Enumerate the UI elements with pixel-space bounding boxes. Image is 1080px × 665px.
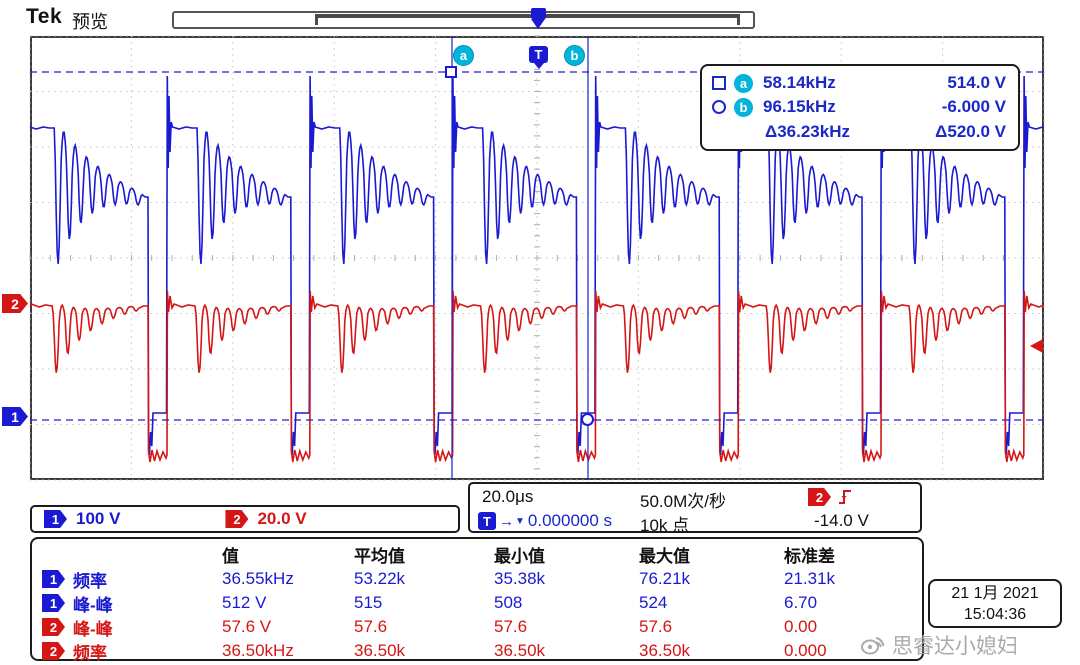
watermark: 思睿达小媳妇 bbox=[860, 630, 1018, 660]
cursor-b-handle[interactable]: b bbox=[564, 45, 585, 66]
cursor-b-circle-marker[interactable] bbox=[581, 413, 594, 426]
meas-cell: 57.6 V bbox=[222, 617, 272, 636]
meas-cell: 36.50k bbox=[494, 641, 546, 660]
ch1-badge: 1 bbox=[42, 594, 65, 612]
trigger-flag[interactable]: T bbox=[529, 46, 548, 63]
meas-cell: 524 bbox=[639, 593, 668, 612]
circle-cursor-icon bbox=[712, 100, 726, 115]
meas-cell: 512 V bbox=[222, 593, 267, 612]
ch1-badge: 1 bbox=[42, 570, 65, 588]
meas-row-name: 2 峰-峰 bbox=[42, 615, 222, 640]
trigger-position-value: 0.000000 s bbox=[527, 511, 613, 530]
meas-cell: 57.6 bbox=[354, 617, 388, 636]
date-label: 21 1月 2021 bbox=[951, 584, 1039, 602]
meas-cell: 0.000 bbox=[784, 641, 827, 660]
cursor-a-badge: a bbox=[734, 73, 753, 93]
cursor-b-badge: b bbox=[734, 97, 753, 117]
meas-cell: 36.55kHz bbox=[222, 569, 294, 588]
record-length-label: 10k 点 bbox=[640, 516, 690, 535]
cursor-a-square-marker[interactable] bbox=[445, 66, 457, 78]
channel-scale-box: 1 100 V 2 20.0 V bbox=[30, 505, 460, 533]
ch1-scale-label: 100 V bbox=[76, 509, 121, 528]
meas-cell: 36.50k bbox=[639, 641, 691, 660]
meas-row-name: 1 峰-峰 bbox=[42, 591, 222, 616]
meas-cell: 508 bbox=[494, 593, 523, 612]
meas-cell: 21.31k bbox=[784, 569, 836, 588]
horizontal-trigger-box: 20.0μs 50.0M次/秒 2 T → ▼ 0.000000 s 10k 点… bbox=[468, 482, 922, 535]
record-window-segment bbox=[316, 14, 740, 18]
trigger-position-marker[interactable] bbox=[531, 8, 546, 19]
meas-header-mean: 平均值 bbox=[354, 546, 405, 566]
cursor-a-handle[interactable]: a bbox=[453, 45, 474, 66]
ch1-reference-marker[interactable]: 1 bbox=[2, 407, 28, 426]
cursor-delta-freq: Δ36.23kHz bbox=[765, 121, 850, 141]
ch2-reference-marker[interactable]: 2 bbox=[2, 294, 28, 313]
cursor-a-volt: 514.0 V bbox=[947, 73, 1006, 93]
cursor-readout-box: a 58.14kHz 514.0 V b 96.15kHz -6.000 V Δ… bbox=[700, 64, 1020, 151]
meas-row-name: 2 频率 bbox=[42, 639, 222, 664]
meas-cell: 57.6 bbox=[639, 617, 673, 636]
ch2-badge: 2 bbox=[42, 618, 65, 636]
square-cursor-icon bbox=[712, 76, 726, 91]
meas-header-min: 最小值 bbox=[494, 546, 545, 566]
meas-cell: 6.70 bbox=[784, 593, 818, 612]
record-window-right-bracket bbox=[737, 14, 740, 25]
cursor-b-readout: b 96.15kHz -6.000 V bbox=[712, 95, 1006, 119]
watermark-text: 思睿达小媳妇 bbox=[892, 635, 1018, 658]
trigger-arrow-icon: → bbox=[499, 512, 514, 530]
meas-cell: 76.21k bbox=[639, 569, 691, 588]
ch2-badge[interactable]: 2 bbox=[225, 510, 249, 528]
datetime-box: 21 1月 2021 15:04:36 bbox=[928, 579, 1062, 628]
cursor-delta-readout: Δ36.23kHz Δ520.0 V bbox=[712, 120, 1006, 144]
sample-rate-label: 50.0M次/秒 bbox=[640, 492, 726, 511]
trigger-slope-icon bbox=[839, 490, 851, 504]
meas-header-value: 值 bbox=[222, 546, 239, 566]
cursor-a-freq: 58.14kHz bbox=[763, 73, 836, 93]
cursor-b-freq: 96.15kHz bbox=[763, 97, 836, 117]
meas-name-label: 频率 bbox=[73, 643, 107, 663]
meas-cell: 57.6 bbox=[494, 617, 528, 636]
meas-header-max: 最大值 bbox=[639, 546, 690, 566]
ch2-badge: 2 bbox=[42, 642, 65, 660]
cursor-a-readout: a 58.14kHz 514.0 V bbox=[712, 71, 1006, 95]
trigger-flag-tip bbox=[534, 63, 544, 69]
meas-cell: 35.38k bbox=[494, 569, 546, 588]
meas-cell: 36.50kHz bbox=[222, 641, 294, 660]
timebase-label: 20.0μs bbox=[482, 487, 534, 506]
trigger-source: 2 bbox=[808, 487, 853, 507]
acquisition-mode-label: 预览 bbox=[72, 12, 108, 32]
time-label: 15:04:36 bbox=[963, 605, 1027, 623]
meas-cell: 0.00 bbox=[784, 617, 818, 636]
meas-name-label: 峰-峰 bbox=[73, 595, 113, 615]
record-window-left-bracket bbox=[315, 14, 318, 25]
measurement-table: 值 平均值 最小值 最大值 标准差 1 频率 36.55kHz 53.22k 3… bbox=[30, 537, 924, 664]
trigger-pos-icon: ▼ bbox=[515, 515, 525, 527]
meas-cell: 53.22k bbox=[354, 569, 406, 588]
meas-name-label: 频率 bbox=[73, 571, 107, 591]
trigger-t-badge: T bbox=[478, 512, 496, 530]
meas-cell: 515 bbox=[354, 593, 383, 612]
meas-cell: 36.50k bbox=[354, 641, 406, 660]
trigger-position-readout: T → ▼ 0.000000 s bbox=[478, 511, 612, 531]
trigger-level-label: -14.0 V bbox=[814, 511, 869, 530]
ch2-scale-label: 20.0 V bbox=[257, 509, 307, 528]
ch1-badge[interactable]: 1 bbox=[44, 510, 67, 528]
tek-logo: Tek bbox=[26, 5, 63, 28]
meas-header-std: 标准差 bbox=[784, 546, 835, 566]
trigger-position-marker-arrow bbox=[531, 19, 545, 29]
cursor-b-volt: -6.000 V bbox=[941, 97, 1006, 117]
meas-row-name: 1 频率 bbox=[42, 567, 222, 592]
record-position-bar[interactable] bbox=[172, 11, 755, 29]
meas-name-label: 峰-峰 bbox=[73, 619, 113, 639]
cursor-delta-volt: Δ520.0 V bbox=[935, 121, 1006, 141]
trigger-source-badge: 2 bbox=[808, 488, 831, 506]
weibo-eye-icon bbox=[861, 637, 885, 655]
